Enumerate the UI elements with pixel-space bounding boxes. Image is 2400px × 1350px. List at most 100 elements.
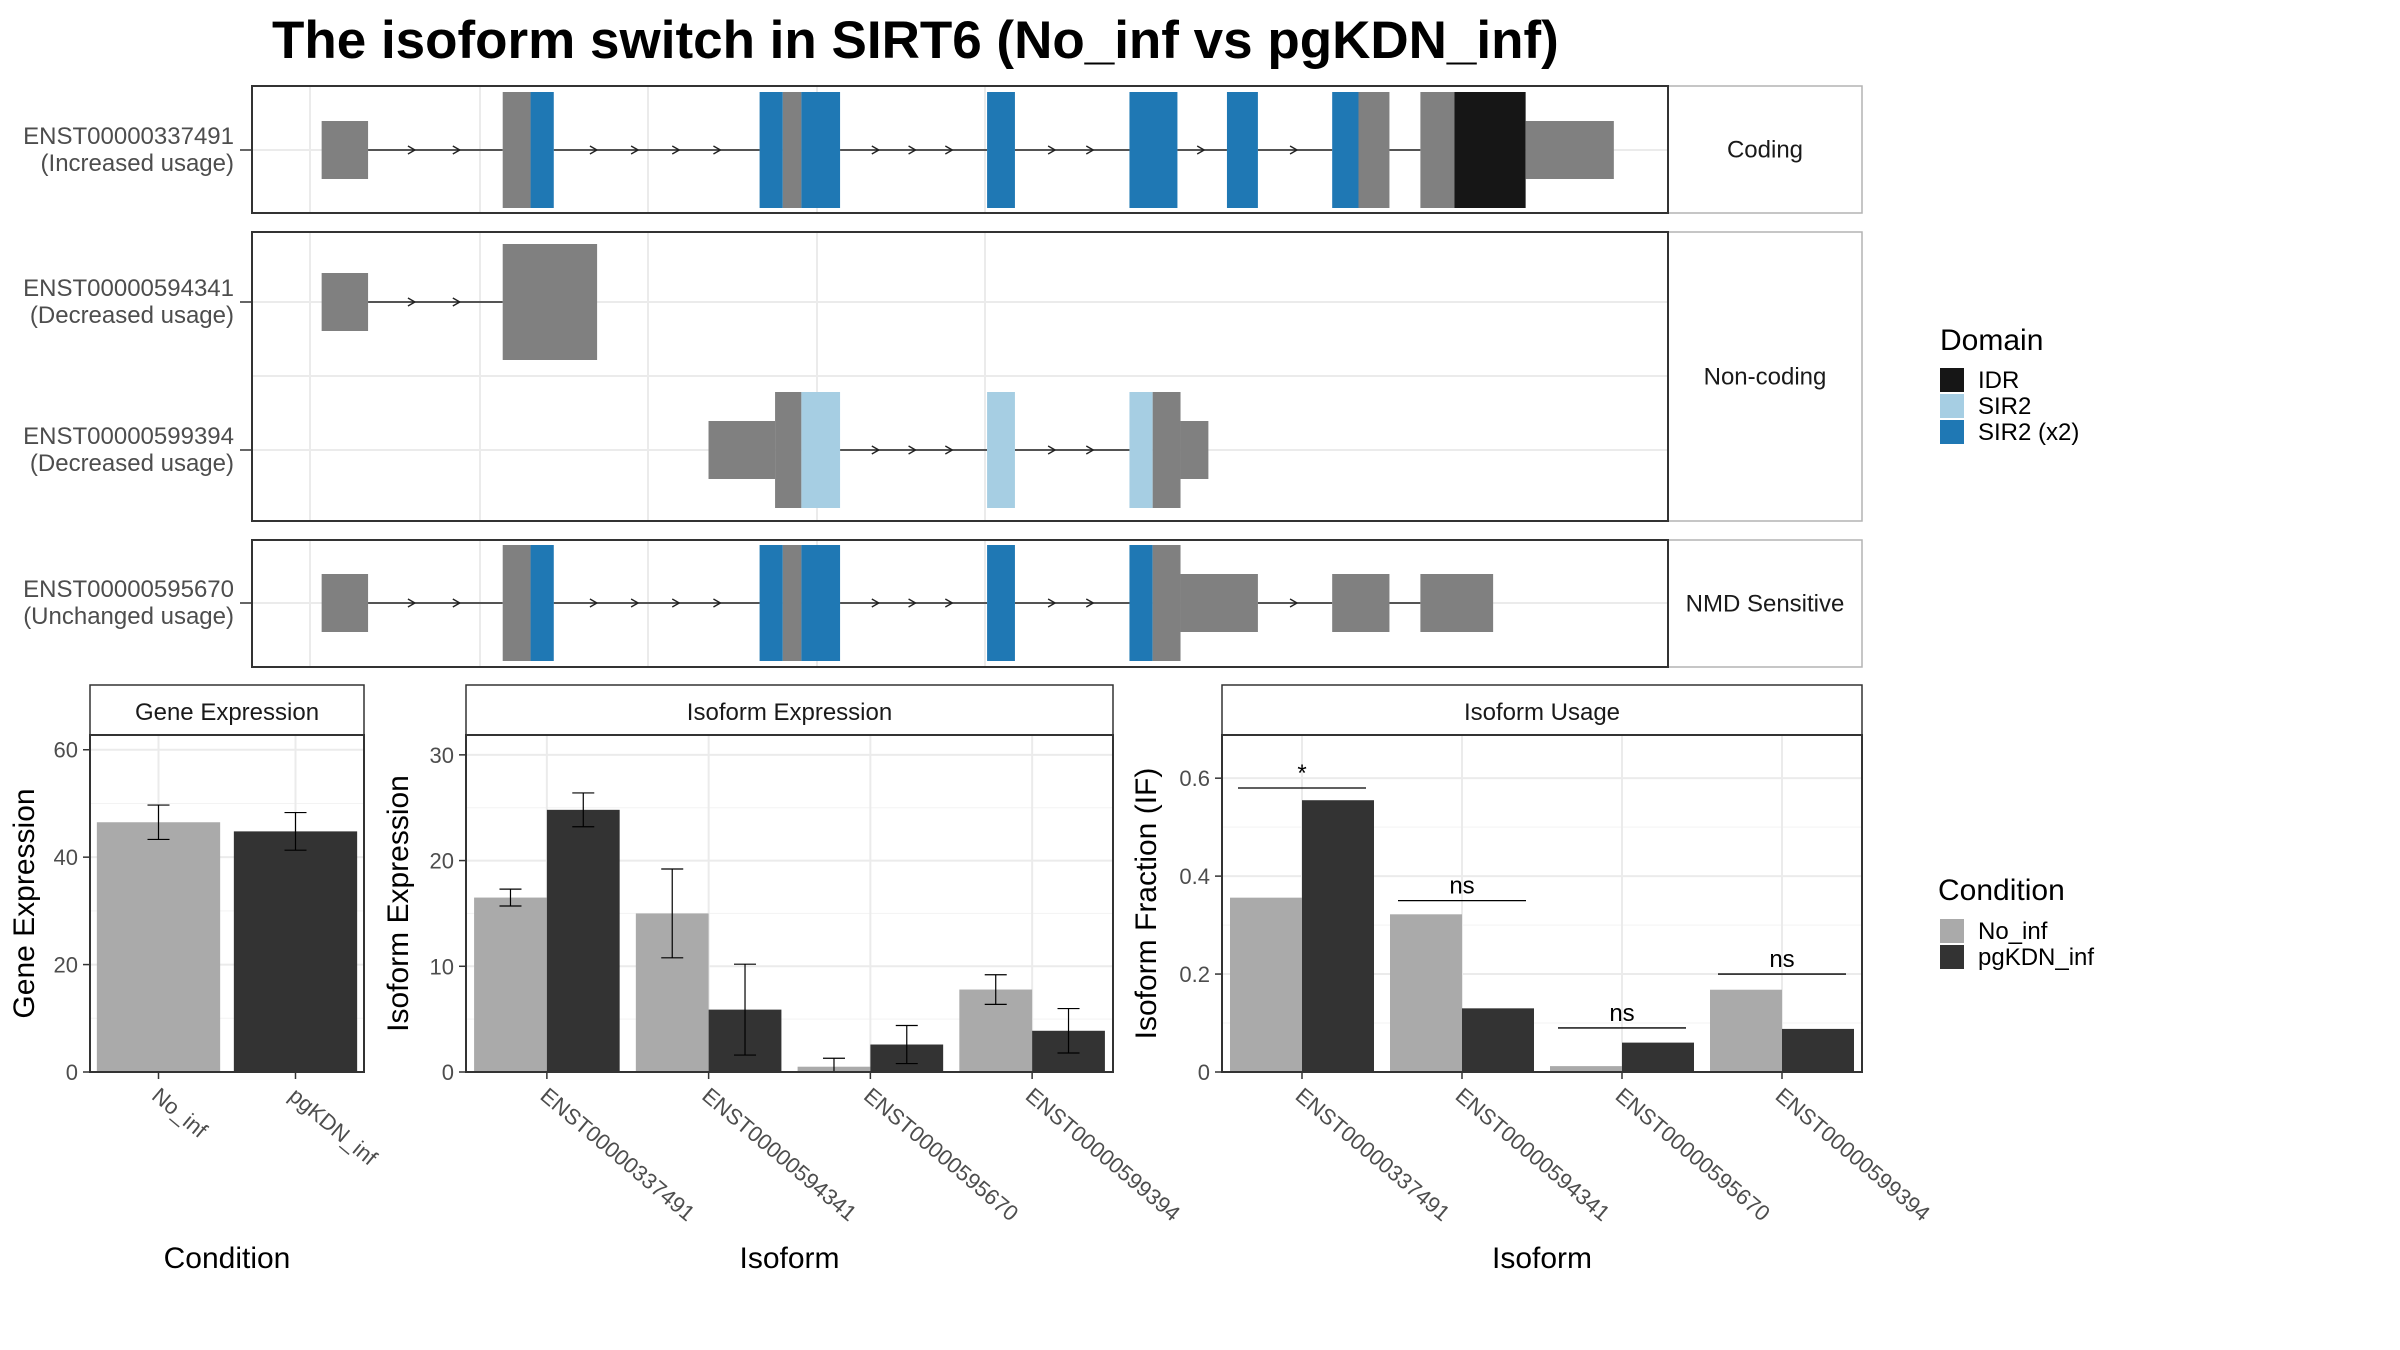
exon-domain	[1226, 92, 1258, 208]
exon	[502, 92, 531, 208]
panel-isoform-expression: Isoform Expression 0 10 20 30 ENST00000337491…	[382, 684, 1185, 1275]
intron-arrow	[671, 145, 681, 155]
exon	[1152, 545, 1181, 661]
y-tick-label: 0.2	[1179, 962, 1210, 987]
panel-strip	[465, 684, 1114, 736]
significance-label: ns	[1449, 873, 1474, 900]
x-tick-label: ENST00000337491	[1291, 1083, 1455, 1226]
legend-key-pgkdn_inf	[1940, 945, 1964, 969]
y-tick-label: 20	[54, 953, 78, 978]
intron-arrow	[1047, 145, 1057, 155]
bar	[1390, 914, 1462, 1072]
exon-domain	[530, 92, 554, 208]
x-tick-label: pgKDN_inf	[284, 1083, 382, 1171]
x-axis-title: Isoform	[739, 1242, 839, 1275]
facet-strip-label: Non-coding	[1704, 364, 1827, 391]
intron-arrow	[908, 145, 917, 155]
legend-label: SIR2 (x2)	[1978, 419, 2079, 446]
panel-gene-expression: Gene Expression 0 20 40 60 No_inf pgKDN_inf Gen…	[8, 684, 383, 1275]
intron-arrow	[452, 297, 462, 307]
structure-facet-2: NMD Sensitive	[251, 539, 1863, 668]
transcript-id-label: ENST00000595670	[23, 576, 234, 603]
intron-arrow	[1085, 598, 1095, 608]
panel-border	[89, 734, 365, 1073]
exon	[775, 392, 802, 508]
exon-domain	[1332, 92, 1359, 208]
legend-label: IDR	[1978, 367, 2019, 394]
transcript-ENST00000599394	[708, 392, 1209, 508]
transcript-id-label: ENST00000599394	[23, 423, 234, 450]
transcript-id-label: ENST00000594341	[23, 275, 234, 302]
legend-key-sir2	[1940, 394, 1964, 418]
intron-arrow	[944, 445, 954, 455]
panel-strip	[89, 684, 365, 736]
x-tick-label: No_inf	[147, 1083, 212, 1144]
bar	[233, 831, 358, 1072]
exon	[1180, 421, 1209, 479]
bar	[1302, 800, 1374, 1072]
exon	[782, 545, 802, 661]
panel-strip-label: Isoform Usage	[1464, 699, 1620, 726]
y-tick-label: 0	[442, 1060, 454, 1085]
exon	[321, 574, 369, 632]
intron-arrow	[589, 145, 599, 155]
bar	[1230, 897, 1302, 1072]
condition-legend-title: Condition	[1938, 874, 2065, 907]
legend-label: pgKDN_inf	[1978, 944, 2094, 971]
y-tick-label: 30	[430, 743, 454, 768]
exon-domain	[1129, 392, 1153, 508]
exon	[1358, 92, 1390, 208]
bar	[1462, 1008, 1534, 1072]
facet-border	[251, 231, 1669, 522]
y-axis-title: Gene Expression	[8, 788, 41, 1018]
legend-key-no_inf	[1940, 919, 1964, 943]
exon	[1420, 92, 1455, 208]
x-tick-label: ENST00000599394	[1021, 1083, 1185, 1226]
intron-arrow	[630, 145, 640, 155]
intron-arrow	[713, 145, 722, 155]
intron-arrow	[407, 297, 417, 307]
y-tick-label: 0	[66, 1060, 78, 1085]
exon-domain	[987, 392, 1015, 508]
x-axis-title: Condition	[164, 1242, 291, 1275]
y-tick-label: 60	[54, 738, 78, 763]
bar	[546, 809, 620, 1072]
bar	[96, 822, 221, 1072]
x-tick-label: ENST00000594341	[1451, 1083, 1615, 1226]
intron-arrow	[871, 598, 881, 608]
exon-domain	[1454, 92, 1526, 208]
intron-arrow	[1085, 445, 1095, 455]
intron-arrow	[944, 145, 954, 155]
bar	[1782, 1028, 1854, 1072]
significance-label: ns	[1769, 946, 1794, 973]
structure-facet-0: Coding	[251, 85, 1863, 214]
intron-arrow	[1289, 145, 1299, 155]
exon-domain	[759, 92, 783, 208]
intron-arrow	[1196, 145, 1206, 155]
legend-key-idr	[1940, 368, 1964, 392]
exon-domain	[801, 392, 841, 508]
facet-strip	[1667, 539, 1863, 668]
exon	[1180, 574, 1258, 632]
exon-domain	[801, 545, 841, 661]
exon	[708, 421, 776, 479]
legend-label: SIR2	[1978, 393, 2031, 420]
exon	[502, 244, 598, 360]
figure-title: The isoform switch in SIRT6 (No_inf vs p…	[272, 11, 1559, 70]
panel-strip	[1221, 684, 1863, 736]
transcript-ENST00000337491	[321, 92, 1614, 208]
facet-strip-label: NMD Sensitive	[1686, 591, 1845, 618]
facet-strip	[1667, 85, 1863, 214]
intron-arrow	[1047, 598, 1057, 608]
y-axis-title: Isoform Fraction (IF)	[1130, 768, 1163, 1040]
exon	[782, 92, 802, 208]
x-tick-label: ENST00000595670	[1611, 1083, 1775, 1226]
y-tick-label: 20	[430, 849, 454, 874]
exon	[321, 273, 369, 331]
structure-facet-1: Non-coding	[251, 231, 1863, 522]
x-tick-label: ENST00000599394	[1771, 1083, 1935, 1226]
exon-domain	[1129, 545, 1153, 661]
intron-arrow	[589, 598, 599, 608]
